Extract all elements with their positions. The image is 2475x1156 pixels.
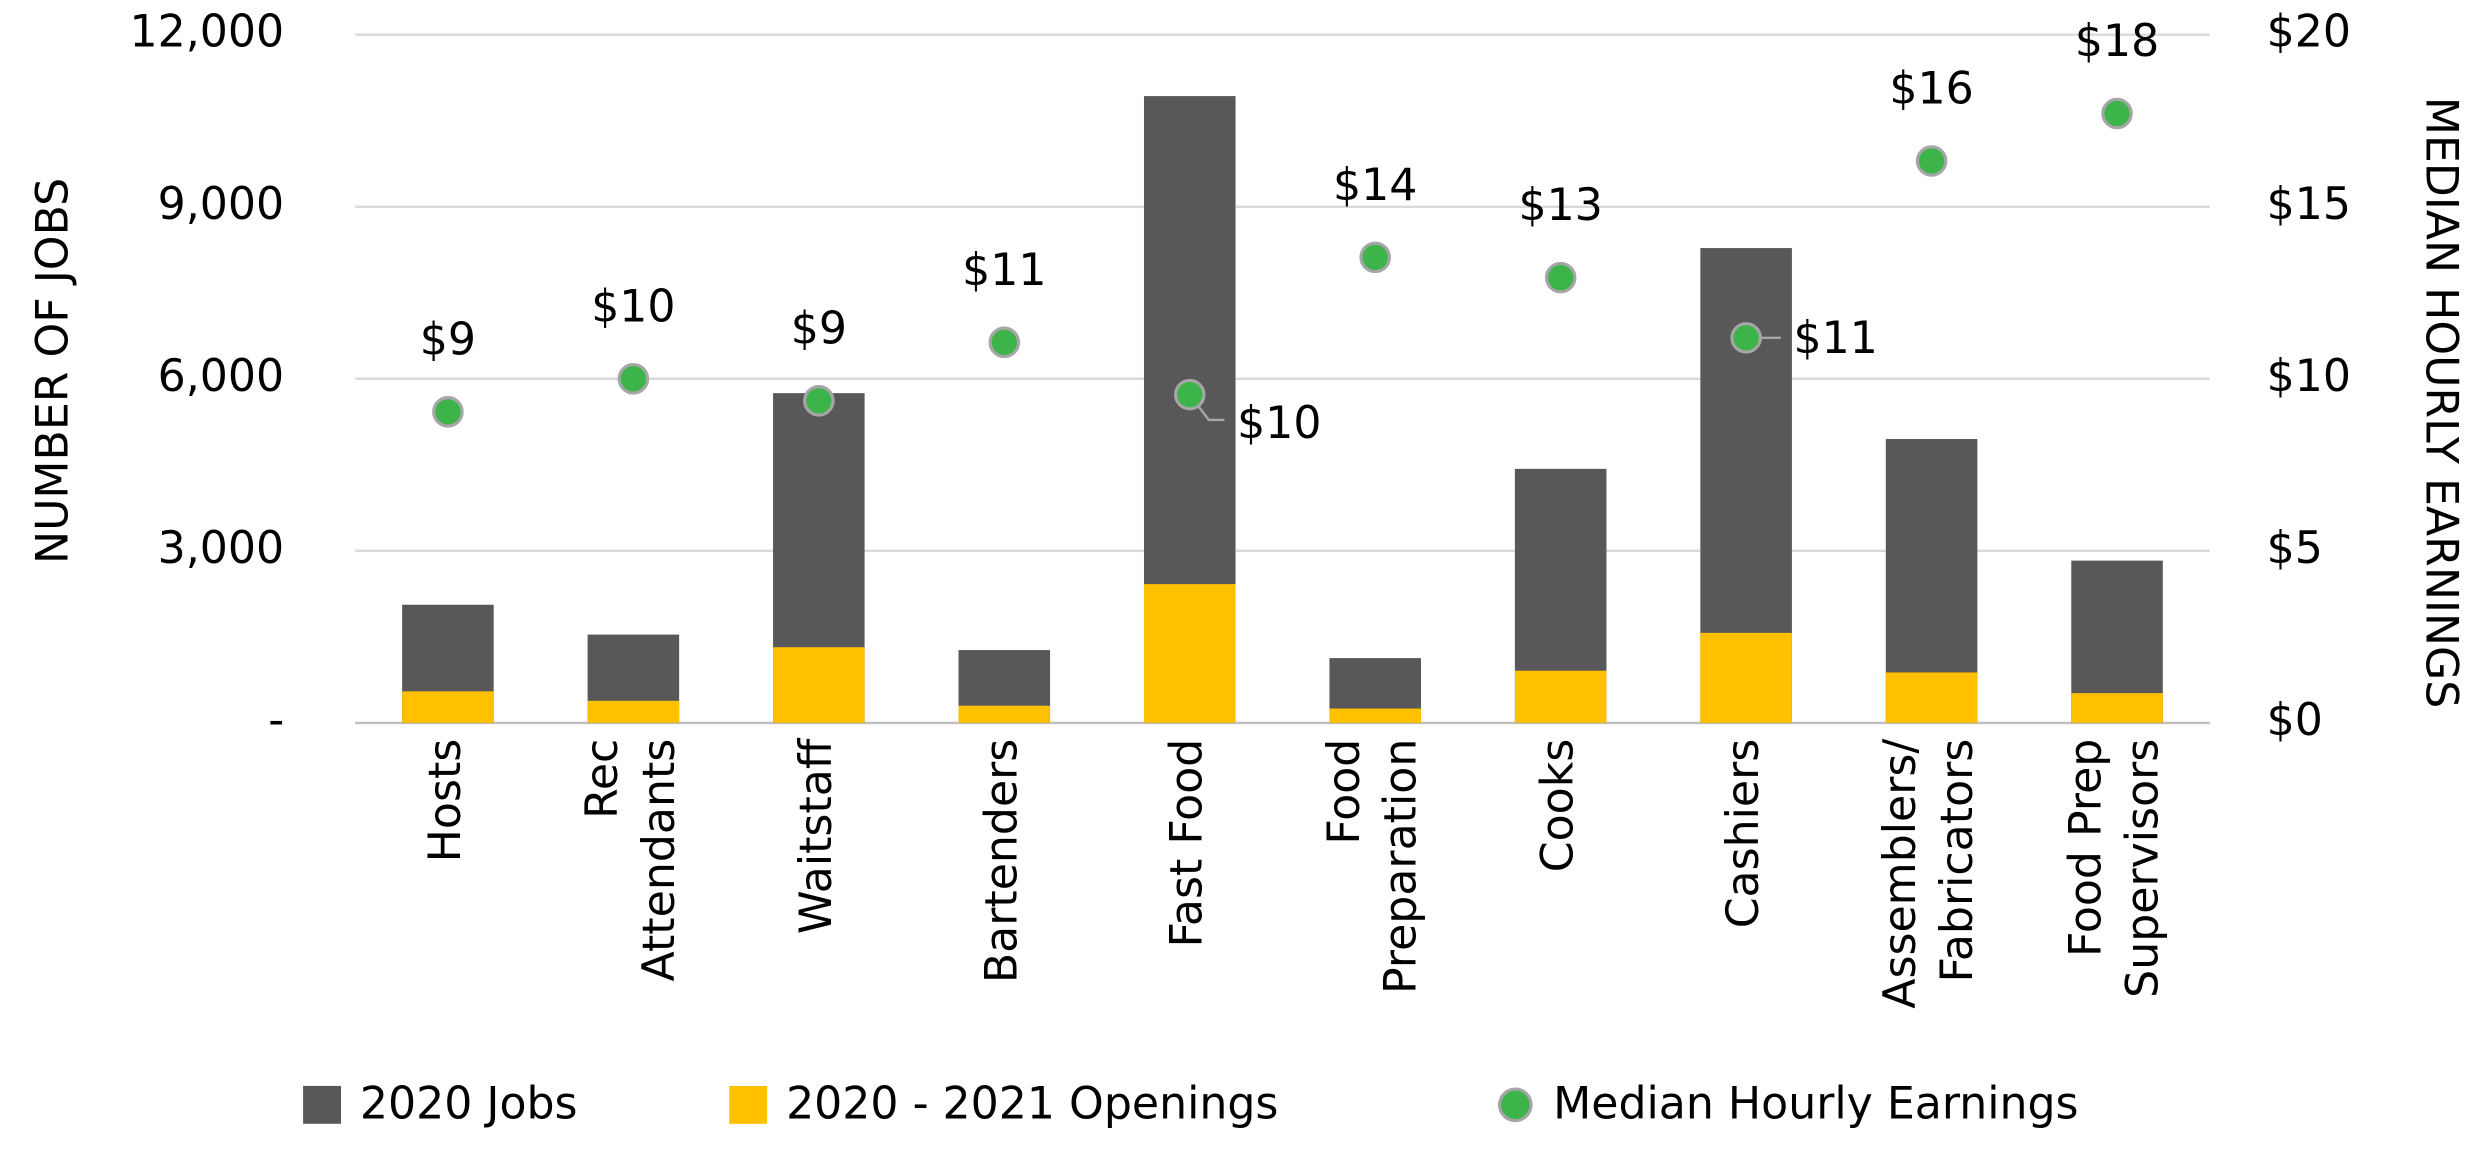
bar <box>402 691 494 723</box>
data-label: $10 <box>591 281 675 332</box>
x-tick-label: Food Prep Supervisors <box>2061 739 2169 998</box>
data-label: $11 <box>1793 313 1877 364</box>
y-axis-title: NUMBER OF JOBS <box>27 178 78 564</box>
data-label: $13 <box>1518 180 1602 231</box>
x-tick-label: Fast Food <box>1162 739 1213 948</box>
y2-tick-label: $0 <box>2267 695 2323 746</box>
dot <box>432 396 464 428</box>
y-tick-label: 6,000 <box>158 351 284 402</box>
bar <box>773 647 865 723</box>
data-label: $16 <box>1889 64 1973 115</box>
legend-marker <box>303 1085 341 1124</box>
x-tick-label: Hosts <box>420 739 471 863</box>
data-label: $14 <box>1333 160 1417 211</box>
x-tick-label: Bartenders <box>976 739 1027 983</box>
bar <box>958 705 1051 723</box>
legend-marker <box>1497 1087 1533 1123</box>
y2-tick-label: $10 <box>2267 351 2351 402</box>
data-label: $9 <box>791 303 847 354</box>
data-label: $11 <box>962 245 1046 296</box>
data-label: $9 <box>420 314 476 365</box>
legend-label: 2020 Jobs <box>360 1078 578 1129</box>
dot <box>803 385 835 417</box>
bar <box>2071 693 2163 723</box>
bar <box>1514 670 1607 723</box>
bar <box>1143 584 1236 723</box>
x-tick-label: Rec Attendants <box>577 739 685 982</box>
bar <box>587 700 680 723</box>
legend-label: 2020 - 2021 Openings <box>786 1078 1278 1129</box>
dot <box>988 326 1021 359</box>
dot <box>617 363 650 395</box>
x-tick-label: Waitstaff <box>791 737 842 934</box>
y-tick-label: 9,000 <box>158 179 284 230</box>
dot <box>1173 378 1206 411</box>
dot <box>1730 322 1762 354</box>
legend-marker <box>729 1085 768 1124</box>
dot <box>1544 261 1577 294</box>
dot <box>1359 241 1391 274</box>
y2-axis-title: MEDIAN HOURLY EARNINGS <box>2416 97 2467 709</box>
y2-tick-label: $15 <box>2267 179 2351 230</box>
x-tick-label: Assemblers/Fabricators <box>1875 739 1983 1009</box>
x-tick-label: Cashiers <box>1718 739 1769 929</box>
legend-label: Median Hourly Earnings <box>1553 1078 2078 1129</box>
bar <box>1700 632 1792 723</box>
dot <box>1915 145 1948 177</box>
y2-tick-label: $5 <box>2267 523 2323 574</box>
dot <box>2101 97 2133 130</box>
y-tick-label: 3,000 <box>158 523 284 574</box>
y-tick-label: 12,000 <box>130 7 285 58</box>
x-tick-label: Cooks <box>1533 739 1584 873</box>
y-tick-label: - <box>268 695 284 746</box>
y2-tick-label: $20 <box>2267 7 2351 58</box>
x-tick-label: Food Preparation <box>1319 739 1427 994</box>
bar <box>1329 708 1421 723</box>
data-label: $10 <box>1237 398 1321 449</box>
bar <box>1885 672 1978 723</box>
data-label: $18 <box>2075 16 2159 67</box>
